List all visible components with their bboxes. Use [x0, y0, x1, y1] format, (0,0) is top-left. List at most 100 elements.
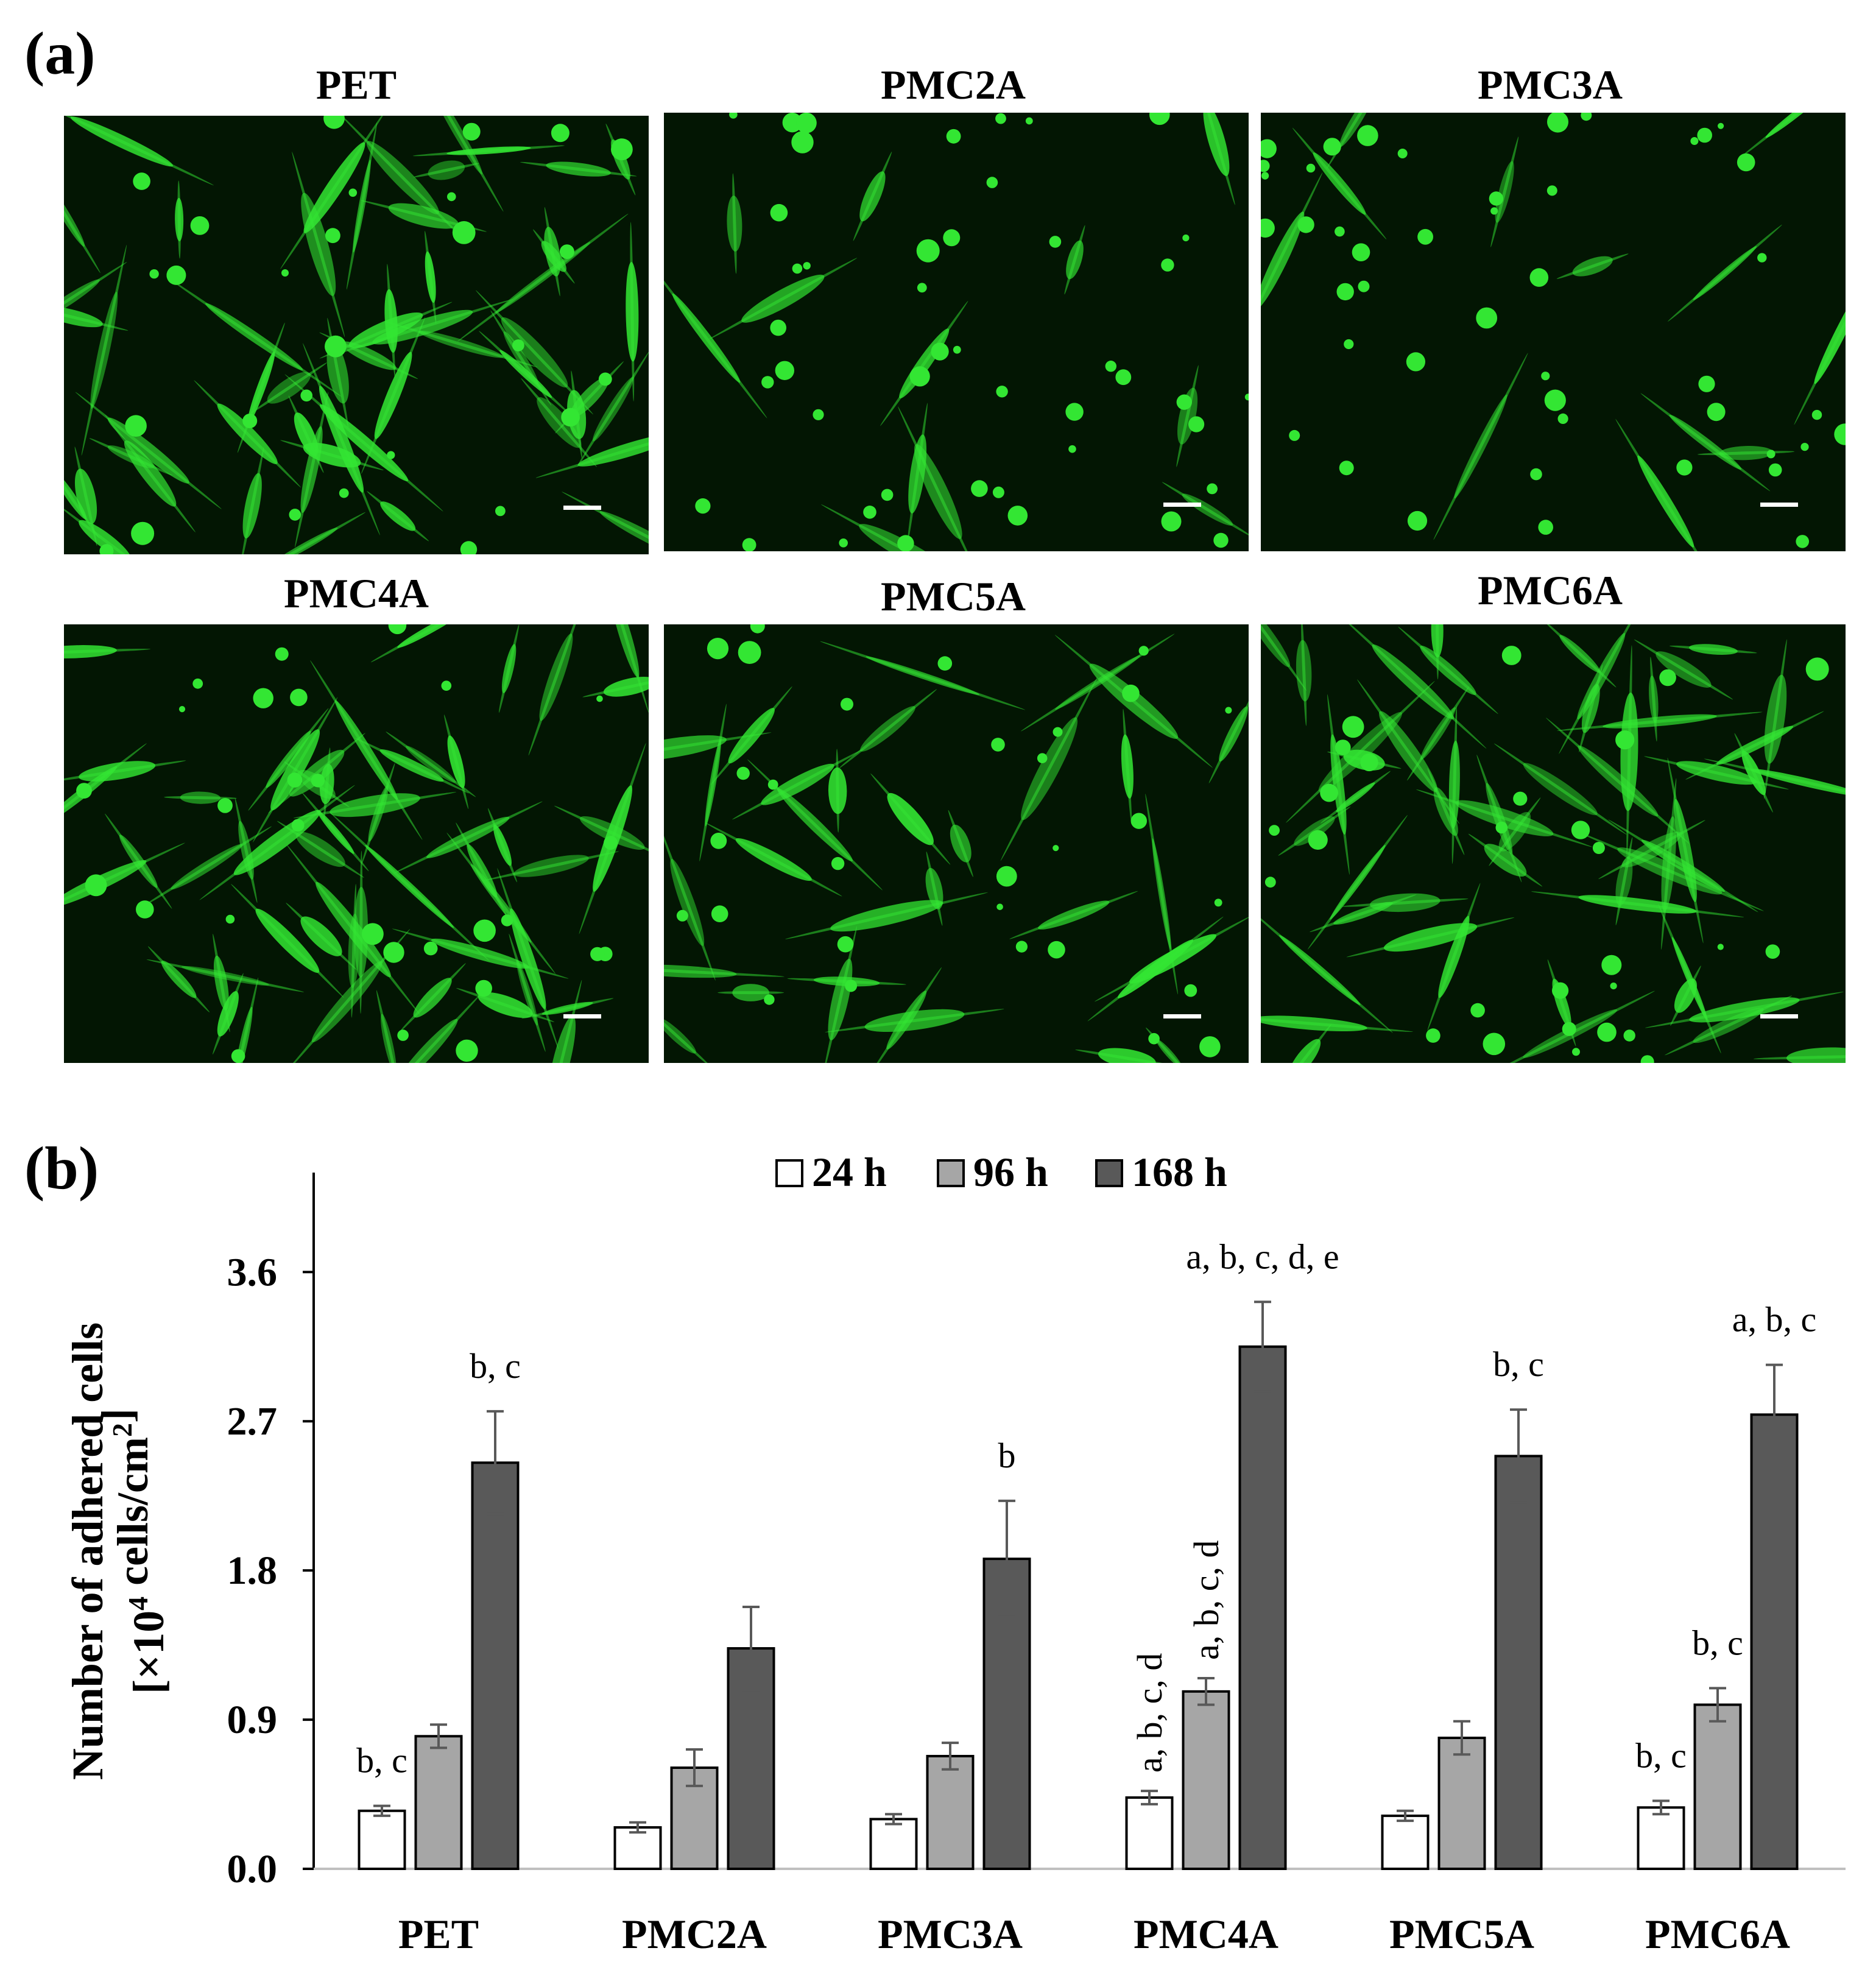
cell-process — [1634, 639, 1733, 700]
significance-label: a, b, c, d, e — [1186, 1237, 1339, 1276]
cell-process — [1075, 1049, 1179, 1063]
round-cell — [1358, 280, 1370, 292]
cell-process — [1346, 917, 1515, 958]
cell-process — [277, 821, 364, 878]
round-cell — [750, 624, 765, 634]
bar-168h-pmc5a — [1494, 1455, 1543, 1870]
cell-process — [509, 933, 546, 1052]
significance-label: b, c — [356, 1741, 407, 1781]
cell-process — [292, 152, 345, 337]
cell-process — [457, 213, 629, 342]
round-cell — [1592, 842, 1605, 854]
legend-swatch — [775, 1159, 803, 1187]
cell-process — [853, 152, 892, 241]
round-cell — [178, 706, 186, 713]
round-cell — [125, 415, 147, 437]
bar-24h-pmc4a — [1125, 1796, 1174, 1870]
cell-process — [880, 300, 968, 426]
round-cell — [1659, 669, 1676, 686]
error-bar — [1453, 1720, 1470, 1756]
significance-label: b, c — [1692, 1623, 1743, 1662]
bar-24h-pmc6a — [1637, 1806, 1685, 1870]
round-cell — [300, 389, 312, 402]
micrograph-title-pmc6a: PMC6A — [1478, 567, 1623, 613]
round-cell — [1501, 646, 1522, 665]
micrograph-pmc5a — [664, 624, 1249, 1063]
cell-process — [1794, 240, 1846, 425]
round-cell — [190, 216, 210, 235]
round-cell — [133, 172, 150, 190]
round-cell — [1244, 394, 1249, 401]
cell-process — [177, 180, 181, 259]
round-cell — [1557, 413, 1568, 424]
cell-process — [484, 851, 619, 881]
cell-process — [1476, 754, 1522, 883]
cell-process — [1277, 1024, 1331, 1063]
round-cell — [1547, 113, 1568, 133]
round-cell — [1065, 403, 1084, 421]
cell-process — [295, 392, 329, 548]
round-cell — [711, 905, 728, 922]
cell-process — [346, 122, 378, 290]
cell-process — [456, 987, 555, 1022]
round-cell — [1552, 982, 1569, 999]
round-cell — [1188, 416, 1205, 432]
round-cell — [1800, 443, 1809, 451]
round-cell — [217, 798, 233, 813]
round-cell — [992, 486, 1004, 498]
scale-bar — [1760, 503, 1798, 507]
round-cell — [767, 779, 778, 790]
round-cell — [1207, 483, 1218, 495]
cell-process — [412, 145, 565, 157]
round-cell — [1717, 944, 1724, 950]
bar-168h-pet — [471, 1461, 520, 1870]
round-cell — [1805, 657, 1829, 681]
round-cell — [695, 498, 711, 514]
cell-process — [1575, 830, 1764, 911]
round-cell — [1053, 727, 1063, 737]
round-cell — [764, 994, 775, 1005]
cell-process — [228, 977, 259, 1063]
round-cell — [1336, 283, 1354, 301]
cell-process — [1740, 113, 1846, 158]
x-tick-label: PMC5A — [1389, 1911, 1534, 1957]
micrograph-title-pet: PET — [316, 62, 397, 108]
cell-process — [1685, 711, 1824, 780]
cell-process — [370, 624, 490, 663]
significance-label: b, c — [1635, 1735, 1687, 1775]
cell-process — [708, 258, 858, 340]
round-cell — [1360, 753, 1378, 772]
cell-process — [302, 792, 369, 872]
round-cell — [1176, 394, 1192, 410]
error-bar — [1254, 1301, 1271, 1393]
round-cell — [387, 451, 395, 459]
spread-cell — [1765, 113, 1828, 138]
round-cell — [460, 541, 478, 554]
cell-process — [1327, 113, 1387, 169]
panel-a-label: (a) — [24, 19, 96, 87]
round-cell — [551, 124, 570, 143]
micrograph-pmc2a-image — [664, 113, 1249, 551]
round-cell — [710, 833, 727, 849]
significance-label: a, b, c — [1732, 1300, 1817, 1339]
round-cell — [1323, 138, 1341, 156]
round-cell — [231, 1049, 245, 1063]
round-cell — [770, 319, 786, 336]
error-bar — [686, 1748, 703, 1787]
round-cell — [803, 262, 811, 270]
round-cell — [1213, 532, 1229, 548]
cell-process — [64, 116, 214, 186]
cell-process — [1764, 639, 1787, 799]
spread-cell — [1203, 113, 1230, 177]
cell-process — [600, 624, 649, 713]
round-cell — [881, 489, 894, 501]
cell-process — [166, 277, 342, 397]
error-bar — [998, 1499, 1015, 1618]
round-cell — [1261, 139, 1277, 158]
cell-process — [664, 732, 772, 764]
error-bar — [1652, 1799, 1670, 1816]
round-cell — [729, 113, 738, 119]
error-bar — [1510, 1408, 1527, 1504]
round-cell — [1269, 825, 1280, 836]
round-cell — [325, 228, 340, 244]
